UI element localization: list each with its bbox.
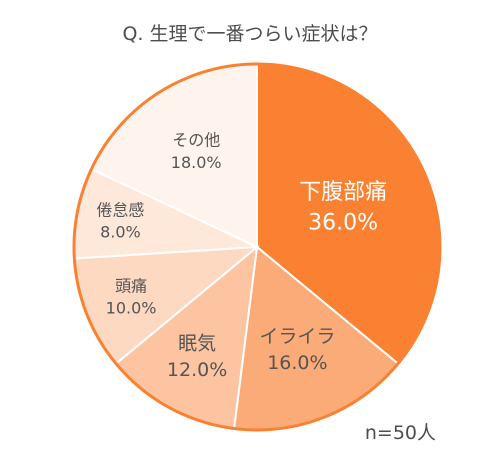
slice-value-label: 36.0% xyxy=(308,211,378,236)
slice-category-label: 眠気 xyxy=(178,332,216,354)
slice-category-label: その他 xyxy=(172,131,220,150)
slice-value-label: 10.0% xyxy=(106,299,157,318)
slice-value-label: 16.0% xyxy=(267,352,327,374)
slice-value-label: 8.0% xyxy=(100,223,141,242)
slice-category-label: 下腹部痛 xyxy=(299,180,387,205)
slice-category-label: 倦怠感 xyxy=(96,200,144,219)
slice-category-label: 頭痛 xyxy=(115,276,147,295)
slice-labels: 下腹部痛 36.0% イライラ 16.0% 眠気 12.0% 頭痛 10.0% 倦怠感 8.0% そ… xyxy=(96,131,387,381)
pie-slices xyxy=(73,62,441,431)
chart-title: Q. 生理で一番つらい症状は？ xyxy=(122,23,377,45)
pie-outline xyxy=(72,62,442,432)
slice-value-label: 12.0% xyxy=(167,359,227,381)
sample-size-note: n=50人 xyxy=(365,422,436,444)
slice-value-label: 18.0% xyxy=(171,153,222,172)
slice-category-label: イライラ xyxy=(259,325,335,347)
